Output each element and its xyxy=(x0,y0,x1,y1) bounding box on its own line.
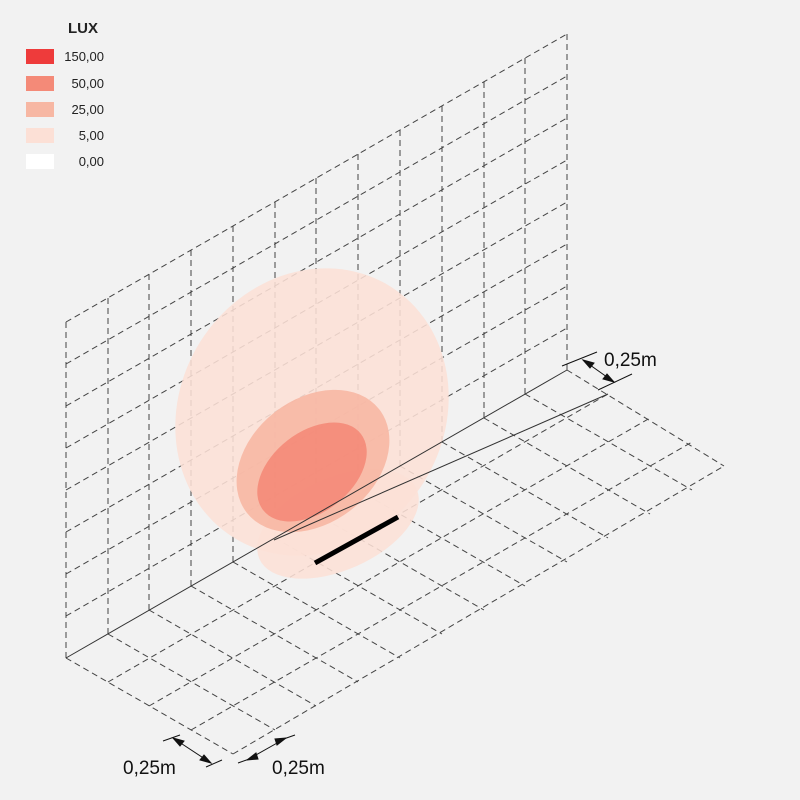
legend-title: LUX xyxy=(68,20,98,37)
legend-value: 25,00 xyxy=(71,102,104,117)
legend-swatch xyxy=(26,128,54,143)
legend-item-0: 0,00 xyxy=(22,153,142,171)
legend-swatch xyxy=(26,154,54,169)
legend-item-150: 150,00 xyxy=(22,48,142,66)
legend-swatch xyxy=(26,49,54,64)
legend-swatch xyxy=(26,76,54,91)
legend-item-5: 5,00 xyxy=(22,127,142,145)
dimension-label-bottom-right: 0,25m xyxy=(272,758,325,779)
base-lines xyxy=(65,369,609,659)
legend-value: 150,00 xyxy=(64,49,104,64)
light-fixture xyxy=(313,514,400,566)
dimension-label-right: 0,25m xyxy=(604,350,657,371)
dimension-markers xyxy=(162,351,633,768)
legend-value: 50,00 xyxy=(71,76,104,91)
legend-item-50: 50,00 xyxy=(22,75,142,93)
legend-swatch xyxy=(26,102,54,117)
legend-item-25: 25,00 xyxy=(22,101,142,119)
dimension-label-bottom-left: 0,25m xyxy=(123,758,176,779)
legend-value: 0,00 xyxy=(78,154,104,169)
legend-value: 5,00 xyxy=(78,128,104,143)
lux-zone-50 xyxy=(257,422,367,522)
